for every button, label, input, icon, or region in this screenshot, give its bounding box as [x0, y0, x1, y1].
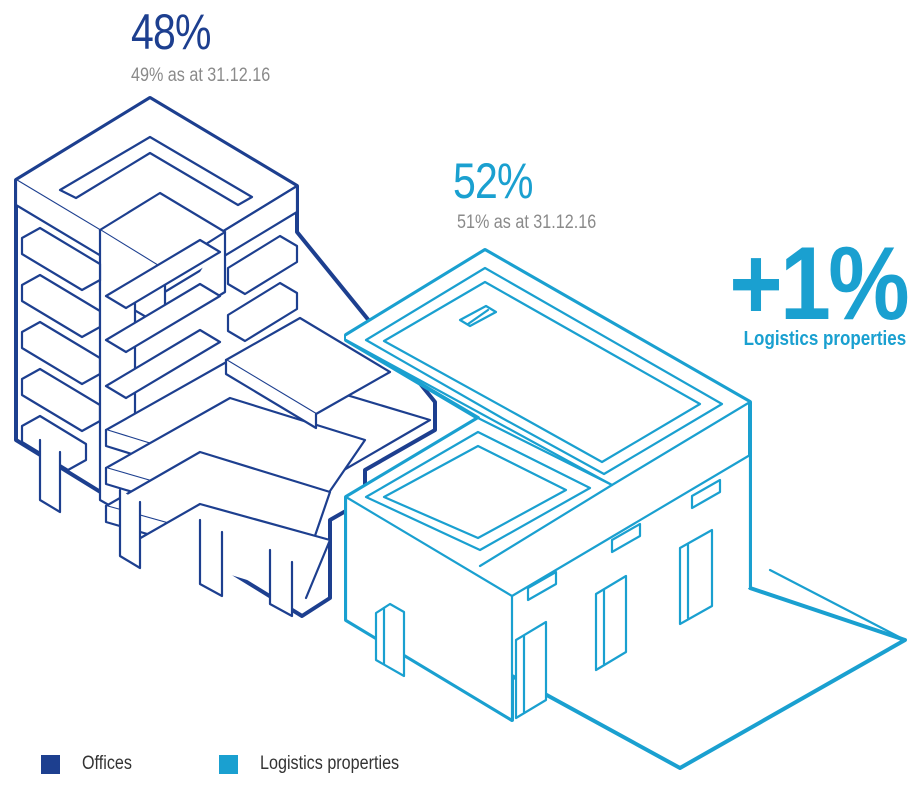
legend-swatch-offices — [41, 754, 60, 774]
legend-swatch-logistics — [219, 754, 238, 774]
change-value: +1% — [729, 226, 909, 342]
legend-label-offices: Offices — [82, 753, 132, 774]
offices-share-value: 48% — [131, 4, 211, 60]
logistics-building — [344, 248, 907, 770]
legend-label-logistics: Logistics properties — [260, 753, 400, 774]
legend-item-logistics: Logistics properties — [219, 753, 424, 775]
logistics-previous-share: 51% as at 31.12.16 — [457, 212, 597, 233]
legend-item-offices: Offices — [41, 753, 141, 775]
logistics-share-value: 52% — [453, 153, 533, 209]
office-building — [14, 96, 437, 618]
offices-previous-share: 49% as at 31.12.16 — [131, 65, 271, 86]
change-label: Logistics properties — [743, 328, 906, 350]
